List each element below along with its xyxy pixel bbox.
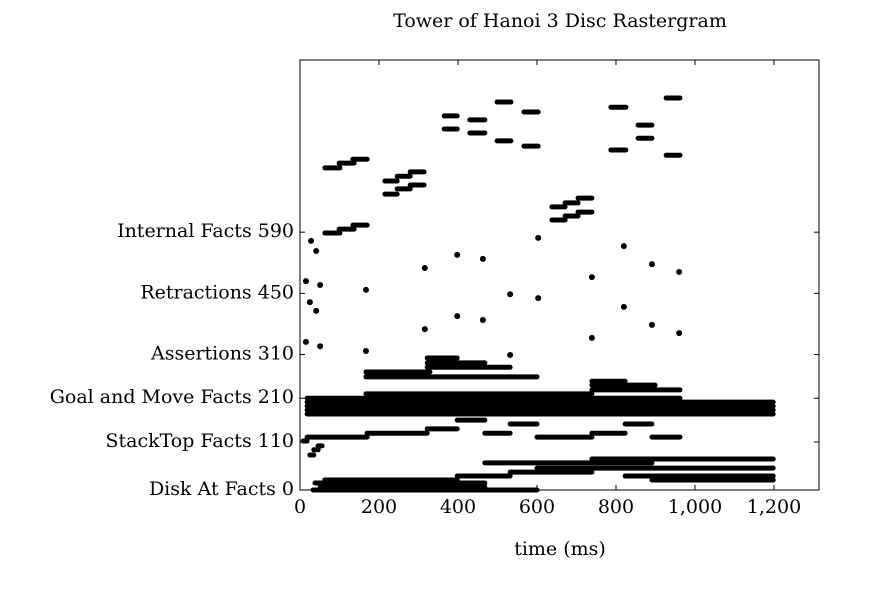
spike-point: [302, 338, 309, 345]
plot-frame: [299, 59, 820, 491]
spike-point: [317, 343, 324, 350]
spike-point: [507, 351, 514, 358]
y-tick-label: Retractions 450: [140, 281, 294, 303]
y-tick-label: Assertions 310: [150, 343, 294, 365]
x-tick-label: 400: [440, 496, 476, 518]
x-axis-label: time (ms): [514, 538, 606, 560]
x-tick-label: 600: [519, 496, 555, 518]
x-tick-label: 1,000: [668, 496, 722, 518]
spike-point: [676, 268, 683, 275]
spike-point: [306, 299, 313, 306]
spike-point: [421, 265, 428, 272]
spike-point: [648, 321, 655, 328]
spike-point: [507, 291, 514, 298]
spike-point: [535, 234, 542, 241]
spike-point: [302, 278, 309, 285]
spike-point: [313, 247, 320, 254]
spike-point: [588, 274, 595, 281]
spike-point: [648, 261, 655, 268]
chart-title: Tower of Hanoi 3 Disc Rastergram: [393, 10, 727, 32]
spike-point: [535, 295, 542, 302]
y-tick-label: Internal Facts 590: [117, 220, 294, 242]
spike-point: [676, 330, 683, 337]
spike-point: [313, 307, 320, 314]
spike-point: [479, 317, 486, 324]
spike-point: [308, 237, 315, 244]
spike-point: [588, 334, 595, 341]
spike-point: [421, 326, 428, 333]
y-tick-label: Disk At Facts 0: [149, 478, 294, 500]
x-tick-label: 0: [294, 496, 306, 518]
spike-point: [479, 255, 486, 262]
x-tick-label: 200: [361, 496, 397, 518]
spike-point: [620, 303, 627, 310]
y-tick-label: StackTop Facts 110: [105, 430, 294, 452]
spike-point: [454, 251, 461, 258]
spike-point: [362, 286, 369, 293]
spike-point: [454, 313, 461, 320]
x-tick-label: 800: [598, 496, 634, 518]
y-tick-label: Goal and Move Facts 210: [50, 386, 294, 408]
spike-point: [317, 282, 324, 289]
spike-point: [620, 243, 627, 250]
x-tick-label: 1,200: [747, 496, 801, 518]
spike-point: [362, 348, 369, 355]
